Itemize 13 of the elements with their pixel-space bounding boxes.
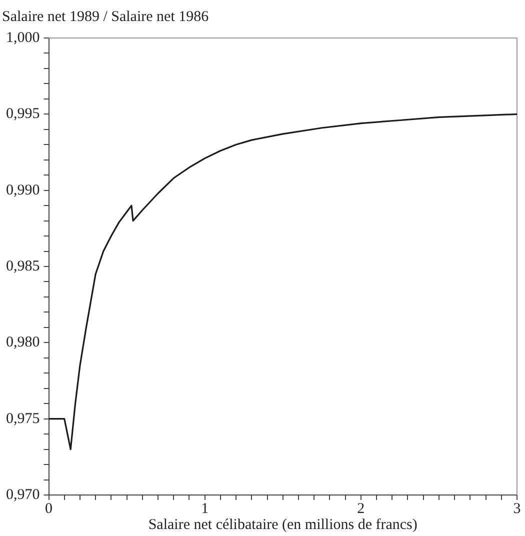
y-tick-label: 0,970: [6, 486, 40, 503]
y-tick-label: 0,980: [6, 334, 40, 351]
y-tick-label: 1,000: [6, 30, 40, 46]
x-tick-label: 2: [357, 500, 365, 517]
x-tick-label: 3: [513, 500, 521, 517]
x-tick-label: 1: [201, 500, 209, 517]
x-axis-title: Salaire net célibataire (en millions de francs): [148, 516, 418, 533]
y-tick-label: 0,985: [6, 258, 40, 274]
x-tick-label: 0: [45, 500, 52, 517]
y-tick-label: 0,975: [6, 410, 40, 427]
y-tick-label: 0,990: [6, 182, 40, 198]
y-axis-title: Salaire net 1989 / Salaire net 1986: [2, 8, 210, 25]
y-tick-label: 0,995: [6, 106, 40, 122]
